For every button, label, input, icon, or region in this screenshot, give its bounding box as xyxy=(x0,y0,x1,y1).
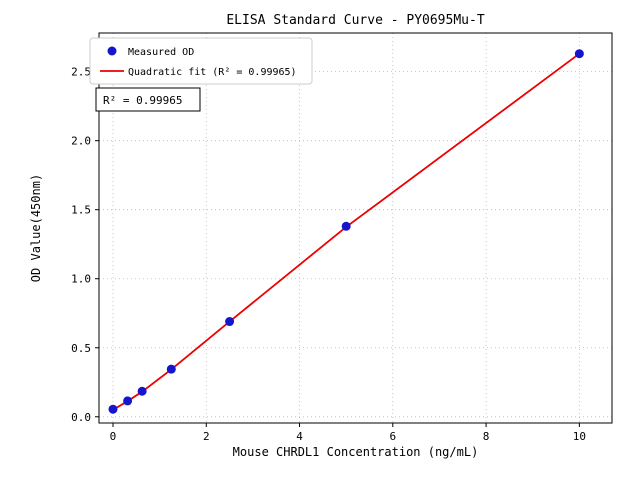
y-tick-label: 2.0 xyxy=(71,135,91,148)
data-point xyxy=(225,317,235,327)
legend-label-fit: Quadratic fit (R² = 0.99965) xyxy=(128,67,297,78)
y-tick-label: 2.5 xyxy=(71,66,91,79)
data-point xyxy=(574,49,584,59)
data-point xyxy=(137,386,147,396)
y-tick-label: 0.0 xyxy=(71,411,91,424)
annotation-box xyxy=(95,87,201,112)
plot-border xyxy=(98,32,613,424)
y-tick-label: 0.5 xyxy=(71,342,91,355)
data-point xyxy=(341,221,351,231)
data-point xyxy=(166,364,176,374)
data-point xyxy=(108,404,118,414)
legend-box xyxy=(89,37,313,85)
x-tick-label: 6 xyxy=(389,430,396,443)
data-point xyxy=(123,396,133,406)
x-axis-label: Mouse CHRDL1 Concentration (ng/mL) xyxy=(233,445,479,459)
legend-point-marker xyxy=(107,46,117,56)
y-tick-label: 1.0 xyxy=(71,273,91,286)
x-tick-label: 8 xyxy=(483,430,490,443)
y-axis-label: OD Value(450nm) xyxy=(29,174,43,282)
legend-label-measured: Measured OD xyxy=(128,47,194,58)
x-tick-label: 2 xyxy=(203,430,210,443)
x-tick-label: 0 xyxy=(110,430,117,443)
r-squared-text: R² = 0.99965 xyxy=(103,94,182,107)
y-tick-label: 1.5 xyxy=(71,204,91,217)
x-tick-label: 4 xyxy=(296,430,303,443)
x-tick-label: 10 xyxy=(573,430,586,443)
chart-title: ELISA Standard Curve - PY0695Mu-T xyxy=(226,13,484,28)
